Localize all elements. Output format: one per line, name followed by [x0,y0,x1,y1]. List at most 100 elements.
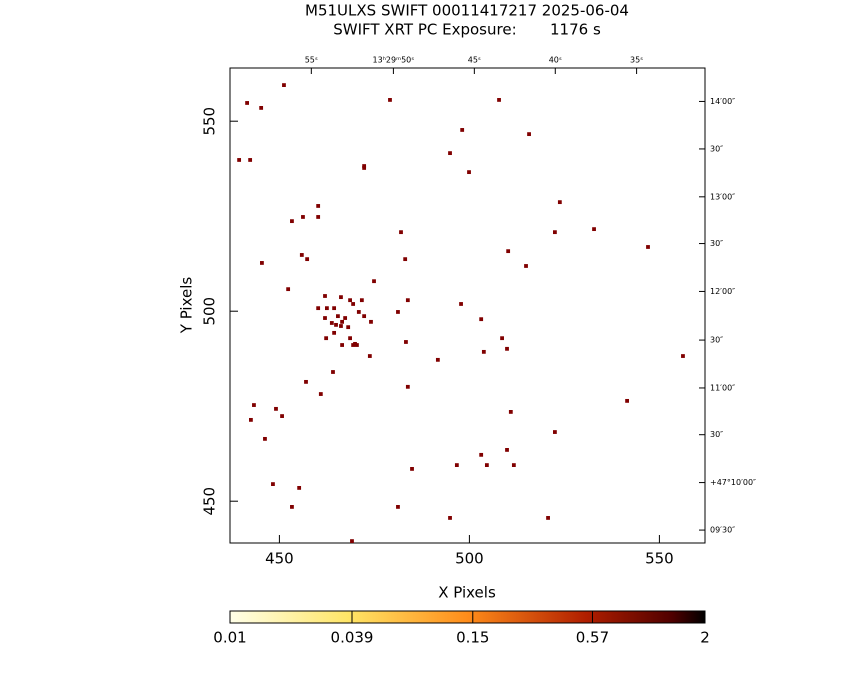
count-pixel [367,354,372,358]
dec-tick-label: 09′30″ [710,526,735,535]
count-pixel [340,319,344,324]
count-pixel [271,482,275,486]
count-pixel [316,215,321,219]
count-pixel [323,316,327,320]
ra-tick-label: 55ˢ [305,56,318,65]
count-pixel [316,204,321,208]
count-pixel [681,354,685,358]
colorbar-tick-label: 0.57 [576,629,609,647]
count-pixel [348,336,352,341]
colorbar [229,610,706,624]
count-pixel [332,330,337,335]
count-pixel [369,319,373,324]
count-pixel [252,403,256,407]
count-pixel [343,316,348,320]
count-pixel [467,170,471,175]
count-pixel [346,325,351,330]
y-tick-label: 500 [201,297,219,326]
count-pixel [263,436,267,441]
count-pixel [479,317,484,322]
count-pixel [329,321,334,325]
dec-tick-label: 11′00″ [710,383,735,392]
colorbar-tick-label: 2 [700,629,710,647]
dec-tick-label: 30″ [710,336,723,345]
dec-tick-label: 30″ [710,430,723,439]
count-pixel [351,302,356,306]
x-tick-label: 450 [265,550,294,568]
count-pixel [355,343,359,347]
count-pixel [260,261,264,265]
dec-tick-label: 30″ [710,144,723,153]
count-pixel [448,151,452,156]
count-pixel [403,257,408,262]
count-pixel [372,279,376,284]
count-pixel [340,343,344,347]
count-pixel [505,448,509,452]
count-pixel [304,379,308,384]
count-pixel [524,264,528,268]
count-pixel [286,287,291,292]
count-pixel [325,306,329,311]
count-pixel [245,101,249,105]
dec-tick-label: 30″ [710,239,723,248]
ra-tick-label: 40ˢ [549,56,562,65]
chart-title: M51ULXS SWIFT 00011417217 2025-06-04 [305,2,629,20]
count-pixel [290,505,294,509]
count-pixel [351,343,356,347]
count-pixel [259,106,264,110]
count-pixel [316,306,321,311]
count-pixel [546,516,550,520]
count-pixel [334,322,338,327]
count-pixel [404,340,408,344]
count-pixel [497,98,501,102]
count-pixel [297,486,302,490]
count-pixel [299,253,304,257]
count-pixel [479,452,484,457]
count-pixel [405,384,410,389]
count-pixel [435,357,440,362]
count-pixel [350,539,354,543]
x-axis-label: X Pixels [438,584,496,602]
count-pixel [505,346,509,351]
count-pixel [318,392,323,396]
x-tick-label: 500 [455,550,484,568]
count-pixel [399,230,403,235]
count-pixel [356,310,361,314]
count-pixel [362,166,367,170]
dec-tick-label: +47°10′00″ [710,478,756,487]
count-pixel [557,200,562,205]
count-pixel [459,302,463,306]
dec-tick-label: 13′00″ [710,192,735,201]
count-pixel [249,417,253,422]
count-pixel [331,370,335,374]
count-pixel [388,98,392,102]
count-pixel [511,463,516,467]
count-pixel [339,324,343,328]
count-pixel [396,505,400,509]
count-pixel [332,306,337,311]
count-pixel [348,298,352,303]
count-pixel [301,215,305,219]
ra-tick-label: 45ˢ [468,56,481,65]
count-pixel [305,257,310,262]
count-pixel [290,219,294,224]
count-pixel [500,336,504,341]
count-pixel [508,410,513,414]
count-pixel [454,463,459,467]
count-pixel [248,158,253,162]
count-pixel [553,430,557,434]
count-pixel [359,298,364,303]
count-pixel [339,295,343,300]
count-pixel [625,398,629,403]
count-pixel [280,414,284,418]
y-tick-label: 450 [201,487,219,516]
count-pixel [282,83,286,87]
colorbar-tick-label: 0.039 [331,629,374,647]
count-pixel [323,294,327,298]
colorbar-tick-label: 0.01 [213,629,246,647]
count-pixel [324,336,329,341]
dec-tick-label: 12′00″ [710,287,735,296]
ra-tick-label: 13ʰ29ᵐ50ˢ [373,56,415,65]
count-pixel [448,516,452,520]
